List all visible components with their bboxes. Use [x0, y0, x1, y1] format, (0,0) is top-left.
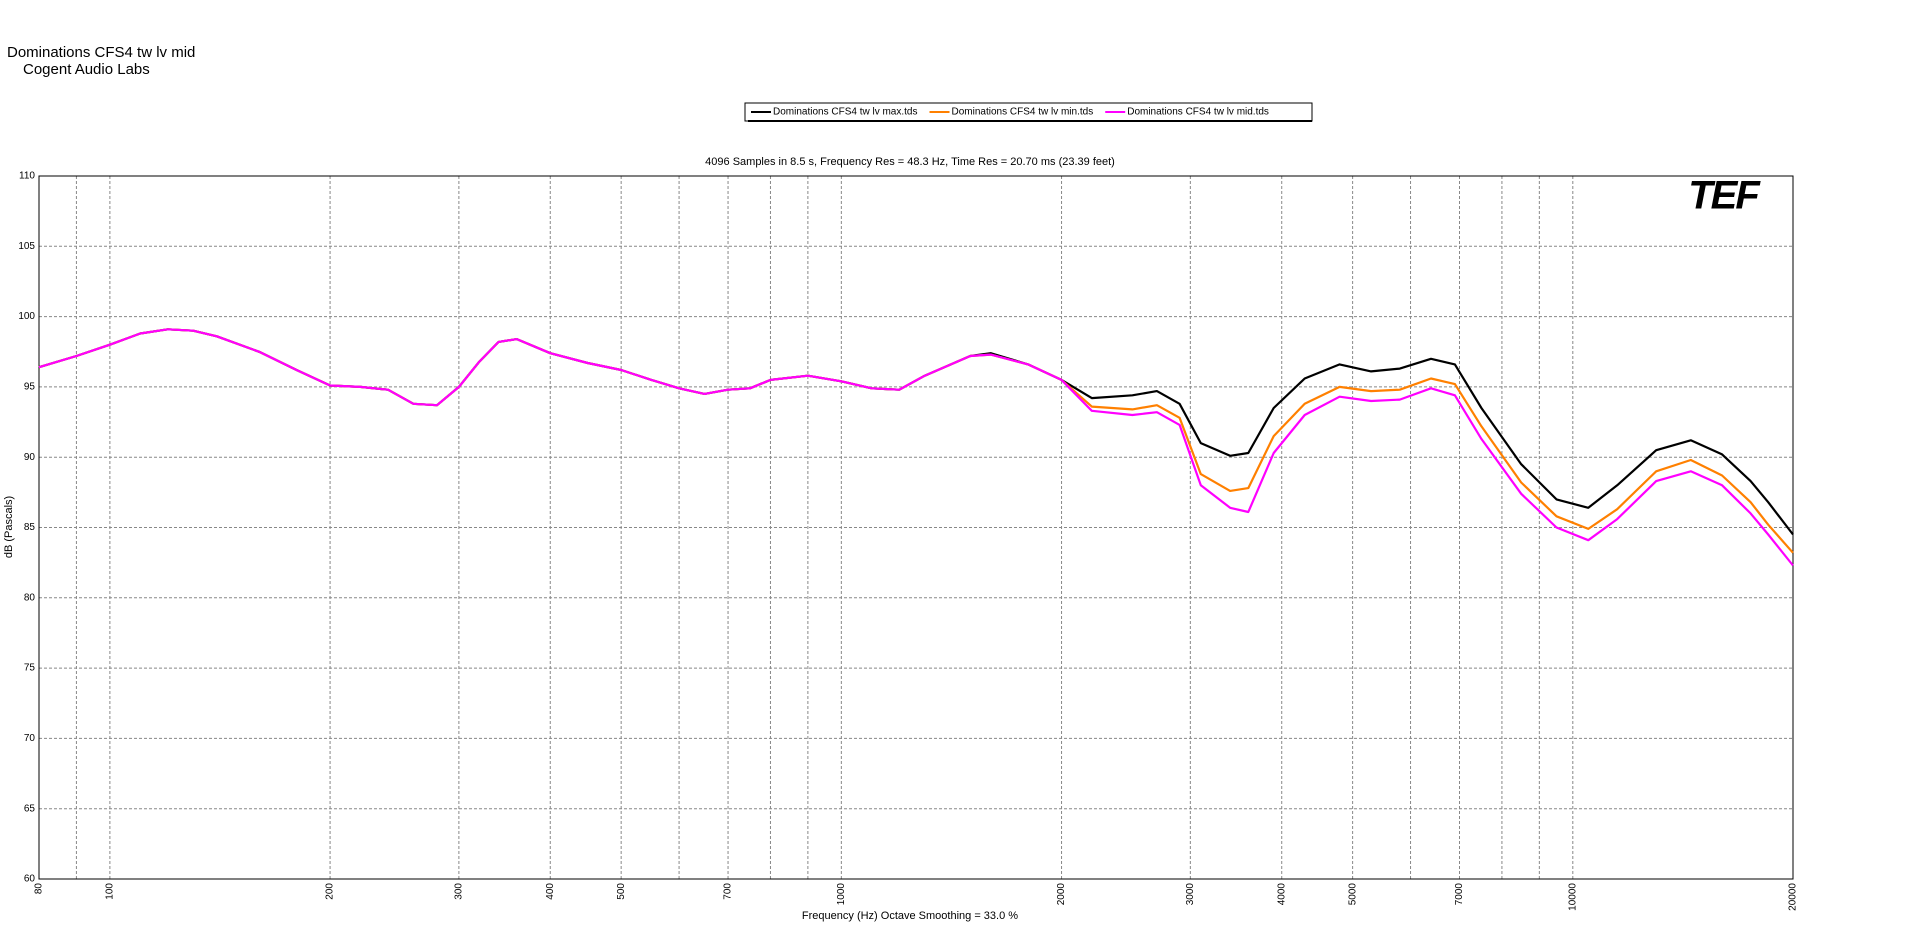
series-line	[38, 328, 1794, 536]
x-tick-label: 4000	[1276, 883, 1287, 906]
y-tick-label: 75	[24, 663, 36, 674]
x-tick-label: 2000	[1056, 883, 1067, 906]
y-tick-label: 70	[24, 733, 36, 744]
x-tick-label: 5000	[1347, 883, 1358, 906]
x-tick-label: 20000	[1788, 883, 1799, 911]
x-tick-label: 500	[616, 883, 627, 900]
y-axis-label: dB (Pascals)	[3, 496, 15, 558]
y-tick-label: 105	[18, 241, 35, 252]
plot-border	[38, 175, 1794, 880]
x-tick-label: 10000	[1567, 883, 1578, 911]
x-axis-label: Frequency (Hz) Octave Smoothing = 33.0 %	[802, 910, 1018, 922]
logo: TEF	[1688, 174, 1761, 218]
y-tick-label: 85	[24, 522, 36, 533]
y-tick-label: 100	[18, 311, 35, 322]
y-tick-label: 95	[24, 382, 36, 393]
x-tick-label: 1000	[836, 883, 847, 906]
chart-title: Dominations CFS4 tw lv mid	[7, 44, 195, 61]
y-tick-label: 90	[24, 452, 36, 463]
x-tick-label: 300	[454, 883, 465, 900]
chart-subtitle: 4096 Samples in 8.5 s, Frequency Res = 4…	[705, 156, 1115, 168]
legend-label: Dominations CFS4 tw lv max.tds	[773, 107, 918, 118]
x-tick-label: 100	[105, 883, 116, 900]
x-tick-label: 80	[34, 883, 45, 895]
x-tick-label: 700	[723, 883, 734, 900]
y-tick-label: 110	[19, 171, 35, 182]
series-line	[38, 328, 1794, 567]
legend-label: Dominations CFS4 tw lv min.tds	[952, 107, 1094, 118]
x-tick-label: 3000	[1185, 883, 1196, 906]
x-tick-label: 400	[545, 883, 556, 900]
y-tick-label: 65	[24, 803, 36, 814]
company: Cogent Audio Labs	[23, 61, 150, 78]
y-tick-label: 80	[24, 592, 36, 603]
y-tick-label: 60	[24, 874, 36, 885]
x-tick-label: 200	[325, 883, 336, 900]
legend-label: Dominations CFS4 tw lv mid.tds	[1127, 107, 1269, 118]
series-line	[38, 328, 1794, 554]
x-tick-label: 7000	[1454, 883, 1465, 906]
